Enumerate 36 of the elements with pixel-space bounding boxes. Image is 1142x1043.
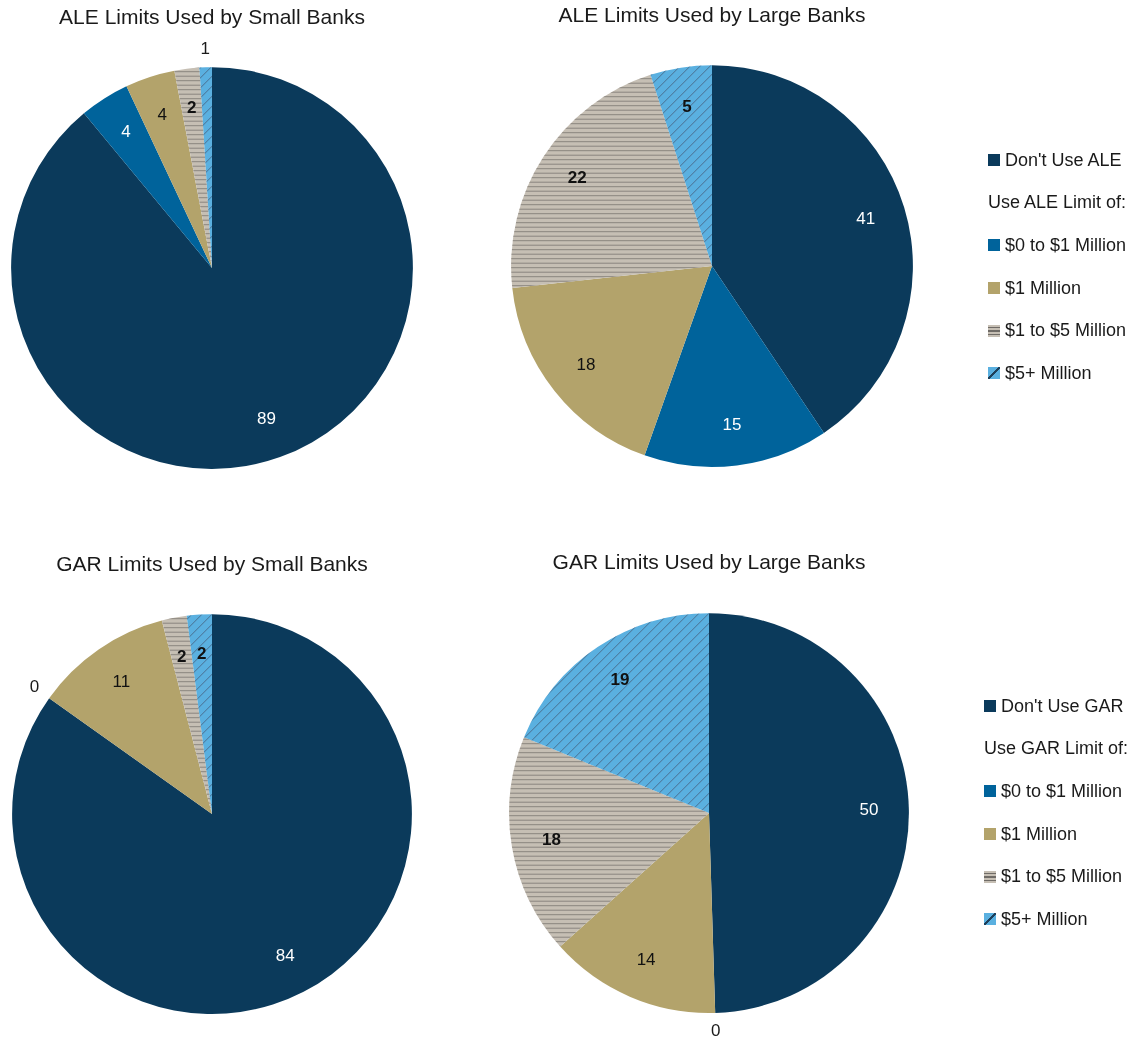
legend-label: $1 Million bbox=[1005, 277, 1082, 299]
data-label: 11 bbox=[112, 672, 131, 692]
text: 0 bbox=[711, 1020, 721, 1040]
data-label: 2 bbox=[187, 98, 197, 118]
legend-title: Use GAR Limit of: bbox=[984, 738, 1129, 760]
data-label: 18 bbox=[576, 355, 596, 375]
data-label: 19 bbox=[610, 669, 630, 689]
data-label: 2 bbox=[177, 646, 187, 666]
data-label: 89 bbox=[256, 409, 276, 429]
legend-label: $0 to $1 Million bbox=[1001, 780, 1123, 802]
legend-label: $1 to $5 Million bbox=[1001, 866, 1123, 888]
legend-label: $1 Million bbox=[1001, 823, 1078, 845]
chart-title: ALE Limits Used by Large Banks bbox=[558, 3, 866, 27]
data-label: 14 bbox=[636, 949, 656, 969]
legend-label: $0 to $1 Million bbox=[1005, 234, 1127, 256]
data-label: 41 bbox=[856, 208, 876, 228]
text: 0 bbox=[29, 677, 40, 697]
chart-title: GAR Limits Used by Small Banks bbox=[56, 552, 368, 576]
legend-label: $1 to $5 Million bbox=[1005, 320, 1127, 342]
legend-label: $5+ Million bbox=[1001, 908, 1088, 930]
data-label: 22 bbox=[567, 168, 587, 188]
chart-title: ALE Limits Used by Small Banks bbox=[59, 5, 365, 29]
legend-title: Use ALE Limit of: bbox=[988, 192, 1127, 214]
data-label: 2 bbox=[197, 644, 207, 664]
data-label: 50 bbox=[859, 800, 879, 820]
data-label: 18 bbox=[541, 830, 561, 850]
legend-label: $5+ Million bbox=[1005, 362, 1092, 384]
data-label: 5 bbox=[682, 97, 692, 117]
data-label: 1 bbox=[200, 39, 210, 58]
data-label: 15 bbox=[722, 415, 742, 435]
legend-label: Don't Use ALE bbox=[1005, 149, 1122, 171]
data-label: 4 bbox=[157, 104, 168, 124]
legend-label: Don't Use GAR bbox=[1001, 695, 1124, 717]
data-label: 84 bbox=[275, 945, 295, 965]
data-label: 4 bbox=[121, 122, 131, 142]
chart-title: GAR Limits Used by Large Banks bbox=[552, 550, 866, 574]
